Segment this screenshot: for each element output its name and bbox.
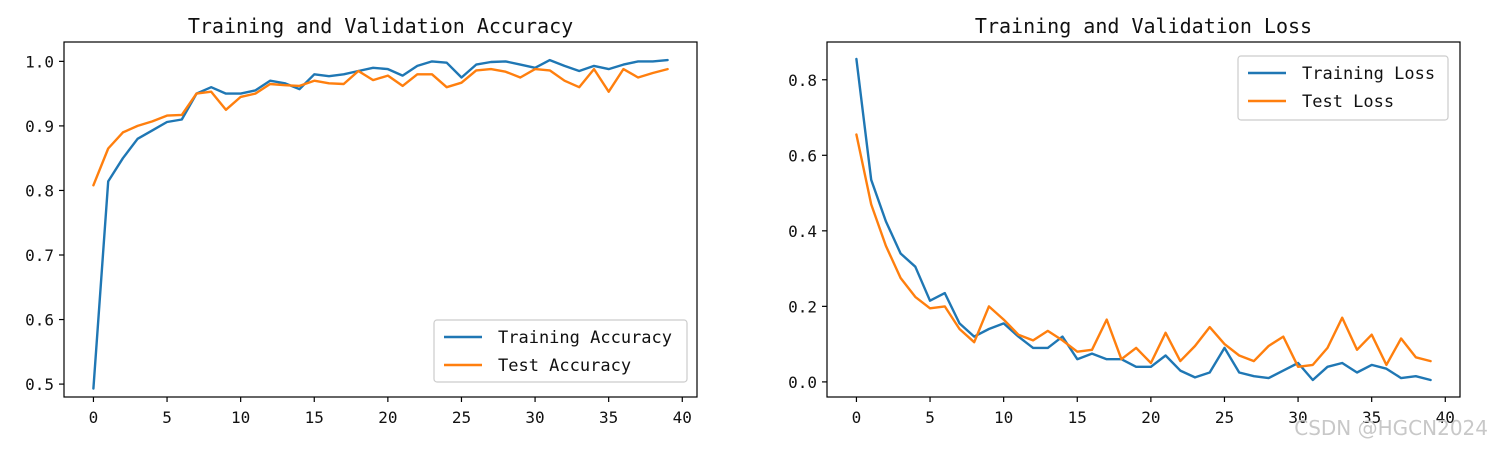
x-tick-label: 5 [162, 408, 172, 427]
x-tick-label: 0 [852, 408, 862, 427]
x-tick-label: 30 [525, 408, 544, 427]
loss-chart: Training and Validation Loss 0 5 10 15 20 25 30… [788, 14, 1461, 427]
y-tick-label: 0.6 [25, 311, 54, 330]
legend-box [433, 319, 688, 383]
x-tick-label: 25 [1215, 408, 1234, 427]
y-tick-label: 1.0 [25, 52, 54, 71]
series-line-training-accuracy [92, 58, 669, 390]
chart-title: Training and Validation Accuracy [188, 14, 573, 38]
legend-label: Training Accuracy [498, 328, 672, 348]
x-tick-label: 20 [378, 408, 397, 427]
series-line-test-loss [855, 133, 1432, 368]
y-tick-label: 0.0 [788, 373, 817, 392]
x-tick-label: 15 [1068, 408, 1087, 427]
legend-label: Training Loss [1302, 64, 1435, 84]
x-tick-label: 25 [452, 408, 471, 427]
x-tick-label: 5 [925, 408, 935, 427]
x-tick-label: 30 [1288, 408, 1307, 427]
axes-frame [826, 41, 1461, 398]
y-tick-label: 0.2 [788, 297, 817, 316]
legend-box [1237, 55, 1449, 121]
series-line-test-accuracy [92, 67, 669, 187]
legend-label: Test Loss [1302, 92, 1394, 112]
y-tick-label: 0.5 [25, 375, 54, 394]
x-tick-label: 40 [673, 408, 692, 427]
y-tick-label: 0.8 [788, 71, 817, 90]
x-tick-label: 20 [1141, 408, 1160, 427]
x-tick-label: 15 [305, 408, 324, 427]
y-tick-label: 0.8 [25, 181, 54, 200]
legend: Training Accuracy Test Accuracy [433, 319, 688, 383]
y-tick-label: 0.6 [788, 146, 817, 165]
y-tick-label: 0.9 [25, 117, 54, 136]
watermark-text: CSDN @HGCN2024 [1294, 416, 1488, 440]
y-tick-label: 0.4 [788, 222, 817, 241]
series-line-training-loss [855, 57, 1432, 382]
accuracy-chart: Training and Validation Accuracy 0 5 10 15 20… [25, 14, 698, 427]
legend-label: Test Accuracy [498, 356, 631, 376]
x-tick-label: 0 [89, 408, 99, 427]
x-tick-label: 35 [599, 408, 618, 427]
y-tick-label: 0.7 [25, 246, 54, 265]
x-tick-label: 10 [994, 408, 1013, 427]
x-tick-label: 10 [231, 408, 250, 427]
x-tick-label: 40 [1436, 408, 1455, 427]
legend: Training Loss Test Loss [1237, 55, 1449, 121]
chart-title: Training and Validation Loss [975, 14, 1312, 38]
axes-frame [63, 41, 698, 398]
x-tick-label: 35 [1362, 408, 1381, 427]
